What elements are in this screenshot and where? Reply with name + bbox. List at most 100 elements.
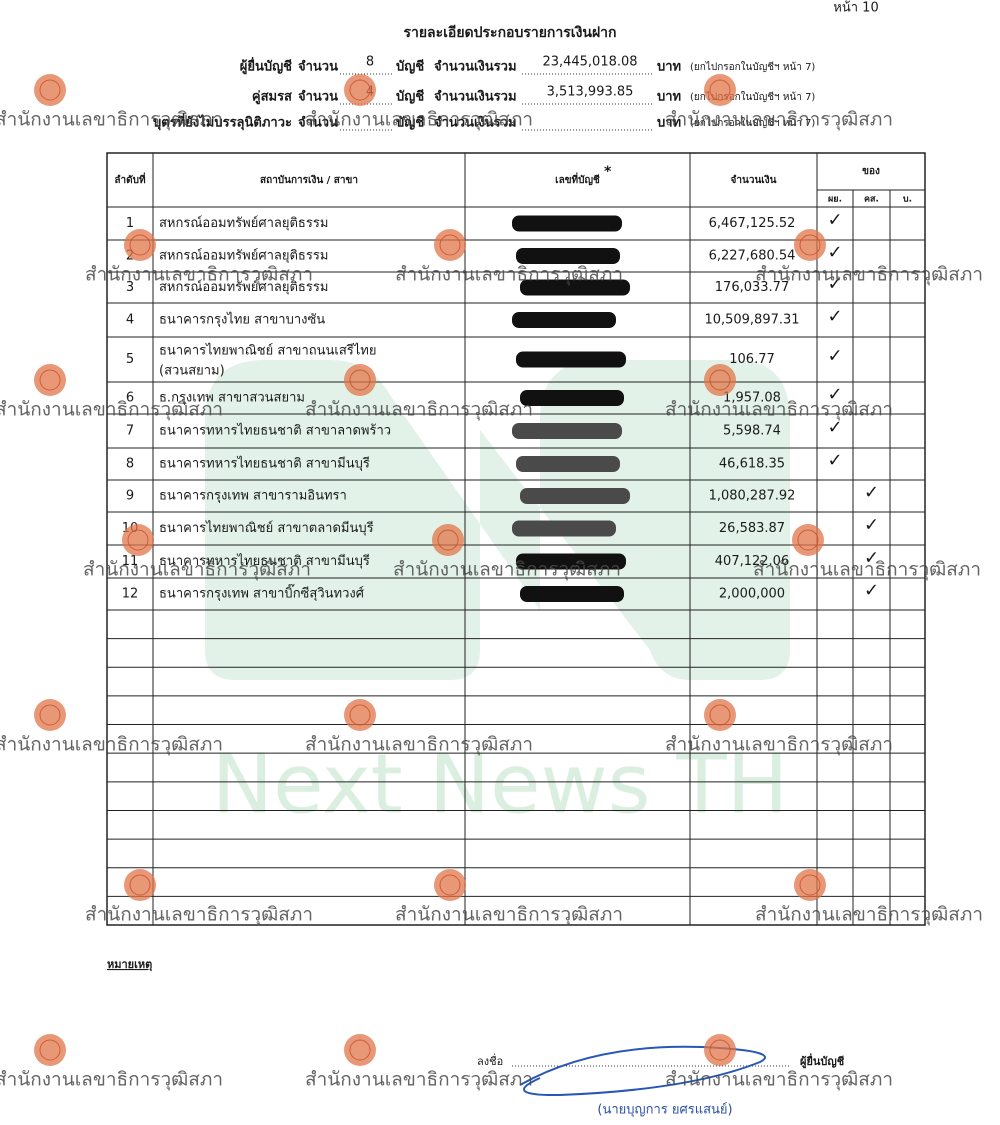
summary-label: บุตรที่ยังไม่บรรลุนิติภาวะ <box>153 113 292 131</box>
watermark: สำนักงานเลขาธิการวุฒิสภา <box>665 109 893 132</box>
watermark: สำนักงานเลขาธิการวุฒิสภา <box>395 904 623 927</box>
row-number: 4 <box>126 313 134 328</box>
seal-inner <box>39 79 61 101</box>
amount: 6,227,680.54 <box>709 249 796 264</box>
redaction <box>512 520 616 537</box>
seal <box>704 699 736 731</box>
amount: 6,467,125.52 <box>709 216 796 231</box>
watermark: สำนักงานเลขาธิการวุฒิสภา <box>305 109 533 132</box>
check-mark: ✓ <box>827 450 842 471</box>
redaction <box>520 390 624 406</box>
institution: ธนาคารไทยพาณิชย์ สาขาถนนเสรีไทย (สวนสยาม) <box>159 342 376 378</box>
institution: สหกรณ์ออมทรัพย์ศาลยุติธรรม <box>159 248 328 264</box>
institution-line: (สวนสยาม) <box>159 363 225 378</box>
seal-inner <box>349 369 371 391</box>
table: ลำดับที่ สถาบันการเงิน / สาขา เลขที่บัญชี *… <box>106 152 926 926</box>
count-label: จำนวน <box>298 59 338 75</box>
seal-inner <box>127 529 149 551</box>
total: 3,513,993.85 <box>547 85 634 100</box>
row-number: 12 <box>122 587 139 602</box>
header: สถาบันการเงิน / สาขา <box>260 174 358 186</box>
seal <box>124 229 156 261</box>
currency: บาท <box>657 90 681 105</box>
amount: 10,509,897.31 <box>704 313 799 328</box>
check-mark: ✓ <box>827 346 842 367</box>
seal <box>344 699 376 731</box>
brand-logo <box>205 360 790 680</box>
sign-role: ผู้ยื่นบัญชี <box>800 1053 845 1069</box>
seal <box>434 229 466 261</box>
seal <box>34 74 66 106</box>
redaction <box>516 248 620 264</box>
check-mark: ✓ <box>827 274 842 295</box>
asterisk: * <box>604 164 612 180</box>
seal <box>124 869 156 901</box>
redaction <box>520 586 624 602</box>
redaction <box>512 423 622 439</box>
seal <box>122 524 154 556</box>
seal <box>792 524 824 556</box>
institution: ธนาคารกรุงเทพ สาขาบิ๊กซีสุวินทวงศ์ <box>159 584 365 602</box>
institution: ธนาคารไทยพาณิชย์ สาขาตลาดมีนบุรี <box>159 520 374 536</box>
seal-inner <box>437 529 459 551</box>
unit: บัญชี <box>396 89 424 105</box>
seal-inner <box>129 874 151 896</box>
check-mark: ✓ <box>827 417 842 438</box>
row-number: 11 <box>122 554 139 569</box>
check-mark: ✓ <box>864 482 879 503</box>
note: (ยกไปกรอกในบัญชีฯ หน้า 7) <box>690 117 815 129</box>
institution: สหกรณ์ออมทรัพย์ศาลยุติธรรม <box>159 279 328 295</box>
owner-column: ผย. <box>828 195 842 205</box>
seal-inner <box>349 79 371 101</box>
header: เลขที่บัญชี <box>555 172 600 186</box>
seal-inner <box>39 704 61 726</box>
amount: 2,000,000 <box>719 587 785 602</box>
amount: 176,033.77 <box>715 280 789 295</box>
total-label: จำนวนเงินรวม <box>434 89 517 105</box>
watermark: สำนักงานเลขาธิการวุฒิสภา <box>305 734 533 757</box>
total: 23,445,018.08 <box>542 55 637 70</box>
seal <box>344 364 376 396</box>
seal-inner <box>709 1039 731 1061</box>
check-mark: ✓ <box>827 384 842 405</box>
watermark: สำนักงานเลขาธิการวุฒิสภา <box>665 734 893 757</box>
institution-line: ธนาคารไทยพาณิชย์ สาขาถนนเสรีไทย <box>159 342 376 358</box>
row-number: 9 <box>126 489 134 504</box>
redaction <box>512 312 616 328</box>
header: จำนวนเงิน <box>731 174 777 186</box>
page-number: หน้า 10 <box>833 1 878 16</box>
count-label: จำนวน <box>298 115 338 131</box>
institution: ธนาคารทหารไทยธนชาติ สาขามีนบุรี <box>159 553 370 569</box>
seal <box>34 699 66 731</box>
amount: 407,122.06 <box>715 554 789 569</box>
redaction <box>520 488 630 504</box>
redaction <box>516 553 626 570</box>
redaction <box>516 351 626 368</box>
seal <box>34 364 66 396</box>
check-mark: ✓ <box>827 306 842 327</box>
currency: บาท <box>657 60 681 75</box>
total-label: จำนวนเงินรวม <box>434 59 517 75</box>
unit: บัญชี <box>396 115 424 131</box>
seal <box>434 869 466 901</box>
seal-inner <box>349 704 371 726</box>
total-label: จำนวนเงินรวม <box>434 115 517 131</box>
seal <box>704 364 736 396</box>
seal-inner <box>709 369 731 391</box>
seal-inner <box>39 369 61 391</box>
watermark: สำนักงานเลขาธิการวุฒิสภา <box>753 559 981 582</box>
watermark: สำนักงานเลขาธิการวุฒิสภา <box>305 1069 533 1092</box>
watermark: สำนักงานเลขาธิการวุฒิสภา <box>0 399 223 422</box>
title: รายละเอียดประกอบรายการเงินฝาก <box>403 25 616 41</box>
watermark: สำนักงานเลขาธิการวุฒิสภา <box>305 399 533 422</box>
amount: 1,957.08 <box>723 391 781 406</box>
seal <box>704 74 736 106</box>
watermark: สำนักงานเลขาธิการวุฒิสภา <box>85 904 313 927</box>
amount: 1,080,287.92 <box>709 489 796 504</box>
seal <box>432 524 464 556</box>
seal-inner <box>439 874 461 896</box>
watermark: สำนักงานเลขาธิการวุฒิสภา <box>395 264 623 287</box>
note-label: หมายเหตุ <box>107 958 152 972</box>
